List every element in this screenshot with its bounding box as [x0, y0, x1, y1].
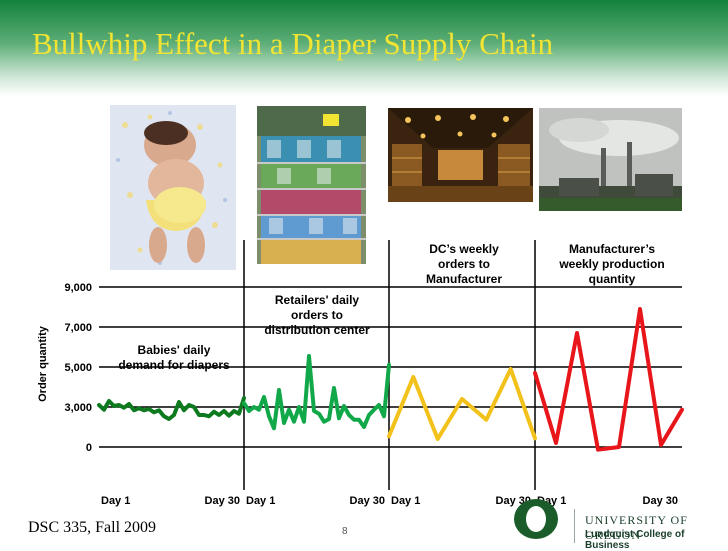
x-tick-label: Day 30: [643, 495, 678, 507]
annotation-panel-4: Manufacturer’s: [569, 242, 655, 256]
slide-title: Bullwhip Effect in a Diaper Supply Chain: [32, 26, 554, 61]
y-tick-label: 3,000: [64, 402, 92, 414]
annotation-panel-2: distribution center: [264, 323, 370, 337]
x-tick-label: Day 30: [350, 495, 385, 507]
logo-divider: [574, 509, 575, 543]
factory-smokestacks-photo: [539, 108, 682, 211]
annotation-panel-3: DC’s weekly: [429, 242, 499, 256]
x-tick-label: Day 30: [205, 495, 240, 507]
annotation-panel-4: weekly production: [558, 257, 664, 271]
distribution-center-photo: [388, 108, 533, 202]
y-tick-label: 0: [86, 442, 92, 454]
y-axis: 0 3,000 5,000 7,000 9,000 Order quantity: [37, 282, 92, 454]
x-tick-label: Day 1: [246, 495, 275, 507]
baby-in-diaper-photo: [110, 105, 236, 270]
annotation-panel-1: Babies' daily: [138, 343, 211, 357]
x-tick-label: Day 1: [391, 495, 420, 507]
course-label: DSC 335, Fall 2009: [28, 519, 157, 536]
store-diaper-shelves-photo: [257, 106, 366, 264]
x-tick-label: Day 1: [101, 495, 130, 507]
series-line-panel-2: [242, 354, 391, 431]
university-o-logo-icon: [514, 499, 558, 539]
annotation-panel-4: quantity: [589, 272, 636, 286]
annotation-panel-1: demand for diapers: [118, 358, 230, 372]
page-number: 8: [342, 526, 348, 537]
series-line-panel-3: [387, 367, 537, 441]
school-name: Lundquist College of Business: [585, 529, 685, 551]
series-line-panel-4: [533, 307, 684, 452]
y-tick-label: 5,000: [64, 362, 92, 374]
title-band: [0, 0, 728, 96]
y-tick-label: 7,000: [64, 322, 92, 334]
series-line-panel-1: [97, 396, 246, 421]
chart-series: [97, 307, 684, 452]
annotation-panel-3: orders to: [438, 257, 490, 271]
annotation-panel-2: Retailers' daily: [275, 293, 360, 307]
y-tick-label: 9,000: [64, 282, 92, 294]
y-axis-title: Order quantity: [37, 325, 49, 402]
annotation-panel-3: Manufacturer: [426, 272, 502, 286]
annotation-panel-2: orders to: [291, 308, 343, 322]
x-axis-labels: Day 1 Day 30 Day 1 Day 30 Day 1 Day 30 Day 1 Da…: [101, 495, 678, 507]
university-name: UNIVERSITY OF OREGON: [585, 513, 688, 542]
